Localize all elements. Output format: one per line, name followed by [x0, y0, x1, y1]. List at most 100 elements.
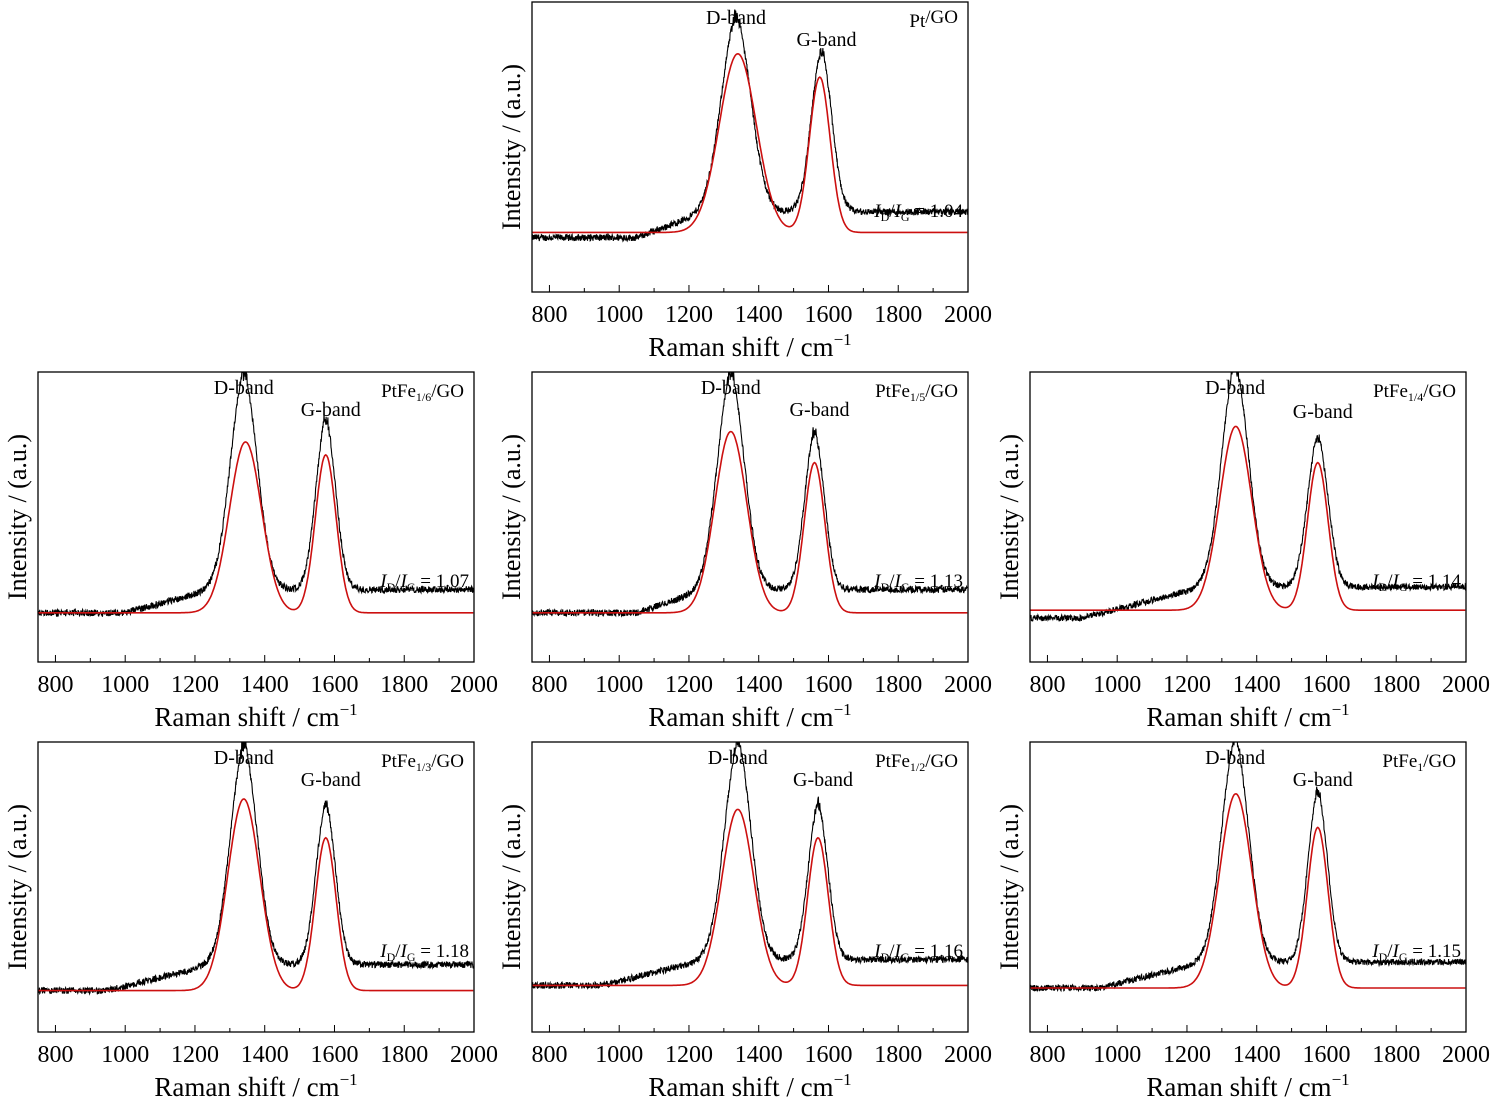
x-tick-label: 2000: [450, 672, 498, 698]
y-axis-title: Intensity / (a.u.): [3, 804, 32, 970]
x-tick-label: 800: [37, 1042, 73, 1068]
y-axis-title: Intensity / (a.u.): [3, 434, 32, 600]
y-axis-title: Intensity / (a.u.): [497, 804, 526, 970]
x-axis-title: Raman shift / cm−1: [154, 1070, 357, 1098]
x-tick-label: 1800: [874, 672, 922, 698]
x-tick-label: 1800: [1372, 1042, 1420, 1068]
d-band-label: D-band: [1205, 377, 1265, 399]
x-axis-title: Raman shift / cm−1: [648, 330, 851, 362]
d-band-label: D-band: [1205, 747, 1265, 769]
d-band-label: D-band: [708, 747, 768, 769]
sample-label: PtFe1/3/GO: [381, 751, 464, 774]
x-tick-label: 1400: [735, 302, 783, 328]
plot-frame: [531, 1, 969, 293]
plot-frame: [37, 741, 475, 1033]
intensity-ratio-annotation: ID/IG = 1.16: [873, 941, 963, 964]
d-band-label: D-band: [706, 7, 766, 29]
g-band-label: G-band: [1293, 401, 1353, 423]
measured-spectrum-line: [532, 372, 968, 618]
sample-label: PtFe1/2/GO: [875, 751, 958, 774]
x-tick-label: 1200: [1163, 672, 1211, 698]
x-tick-label: 1400: [241, 672, 289, 698]
raman-panel: 800 1000 1200 1400 1600 1800 2000 Raman shift /…: [995, 371, 1490, 732]
x-tick-label: 1000: [595, 302, 643, 328]
g-band-label: G-band: [1293, 769, 1353, 791]
x-tick-label: 1800: [1372, 672, 1420, 698]
sample-label: Pt/GO: [909, 7, 958, 32]
x-tick-label: 800: [1029, 1042, 1065, 1068]
x-tick-label: 1400: [1233, 672, 1281, 698]
y-axis-title: Intensity / (a.u.): [995, 434, 1024, 600]
x-tick-label: 800: [531, 302, 567, 328]
d-band-label: D-band: [214, 377, 274, 399]
intensity-ratio-annotation: ID/IG = 1.07: [379, 571, 469, 594]
x-tick-label: 1200: [171, 672, 219, 698]
sample-label: PtFe1/6/GO: [381, 381, 464, 404]
g-band-label: G-band: [793, 769, 853, 791]
x-tick-label: 1800: [380, 1042, 428, 1068]
intensity-ratio-annotation: ID/IG = 1.15: [1371, 941, 1461, 964]
x-axis-title: Raman shift / cm−1: [1146, 1070, 1349, 1098]
x-tick-label: 2000: [944, 1042, 992, 1068]
y-axis-title: Intensity / (a.u.): [497, 64, 526, 230]
intensity-ratio-annotation: ID/IG = 1.14: [1371, 571, 1461, 594]
plot-frame: [531, 371, 969, 663]
x-tick-label: 1600: [1302, 1042, 1350, 1068]
x-tick-label: 1600: [310, 672, 358, 698]
x-axis-title: Raman shift / cm−1: [1146, 700, 1349, 732]
x-tick-label: 1200: [171, 1042, 219, 1068]
x-tick-label: 1000: [595, 1042, 643, 1068]
measured-spectrum-line: [38, 742, 474, 996]
d-band-label: D-band: [701, 377, 761, 399]
fit-curve-line: [532, 808, 968, 987]
x-tick-label: 1800: [874, 1042, 922, 1068]
x-tick-label: 1600: [804, 302, 852, 328]
raman-panel: 800 1000 1200 1400 1600 1800 2000 Raman shift /…: [3, 371, 498, 732]
fit-curve-line: [38, 798, 474, 992]
measured-spectrum-line: [1030, 742, 1466, 993]
plot-frame: [1029, 741, 1467, 1033]
x-tick-label: 2000: [450, 1042, 498, 1068]
g-band-label: G-band: [790, 399, 850, 421]
x-tick-label: 1200: [665, 302, 713, 328]
fit-curve-line: [1030, 425, 1466, 612]
d-band-label: D-band: [214, 747, 274, 769]
intensity-ratio-annotation: ID/IG = 1.04: [873, 201, 963, 224]
x-tick-label: 1400: [241, 1042, 289, 1068]
fit-curve-line: [532, 52, 968, 234]
x-tick-label: 1000: [1093, 1042, 1141, 1068]
g-band-label: G-band: [301, 769, 361, 791]
x-tick-label: 1000: [1093, 672, 1141, 698]
measured-spectrum-line: [532, 9, 968, 243]
sample-label: PtFe1/5/GO: [875, 381, 958, 404]
intensity-ratio-annotation: ID/IG = 1.13: [873, 571, 963, 594]
x-tick-label: 1600: [310, 1042, 358, 1068]
fit-curve-line: [38, 441, 474, 614]
x-tick-label: 800: [531, 672, 567, 698]
plot-frame: [531, 741, 969, 1033]
x-tick-label: 2000: [944, 302, 992, 328]
plot-frame: [1029, 371, 1467, 663]
measured-spectrum-line: [1030, 372, 1466, 622]
x-tick-label: 800: [37, 672, 73, 698]
x-tick-label: 1000: [101, 672, 149, 698]
raman-panel: 800 1000 1200 1400 1600 1800 2000 Raman shift /…: [995, 741, 1490, 1098]
x-tick-label: 1800: [380, 672, 428, 698]
plot-frame: [37, 371, 475, 663]
x-tick-label: 2000: [1442, 672, 1490, 698]
fit-curve-line: [532, 430, 968, 614]
g-band-label: G-band: [301, 399, 361, 421]
x-tick-label: 1400: [1233, 1042, 1281, 1068]
y-axis-title: Intensity / (a.u.): [497, 434, 526, 600]
x-tick-label: 2000: [944, 672, 992, 698]
x-tick-label: 1800: [874, 302, 922, 328]
x-tick-label: 800: [1029, 672, 1065, 698]
intensity-ratio-annotation: ID/IG = 1.18: [379, 941, 469, 964]
x-axis-title: Raman shift / cm−1: [154, 700, 357, 732]
x-tick-label: 1200: [665, 1042, 713, 1068]
sample-label: PtFe1/GO: [1382, 751, 1456, 774]
measured-spectrum-line: [532, 742, 968, 991]
x-axis-title: Raman shift / cm−1: [648, 700, 851, 732]
x-axis-title: Raman shift / cm−1: [648, 1070, 851, 1098]
